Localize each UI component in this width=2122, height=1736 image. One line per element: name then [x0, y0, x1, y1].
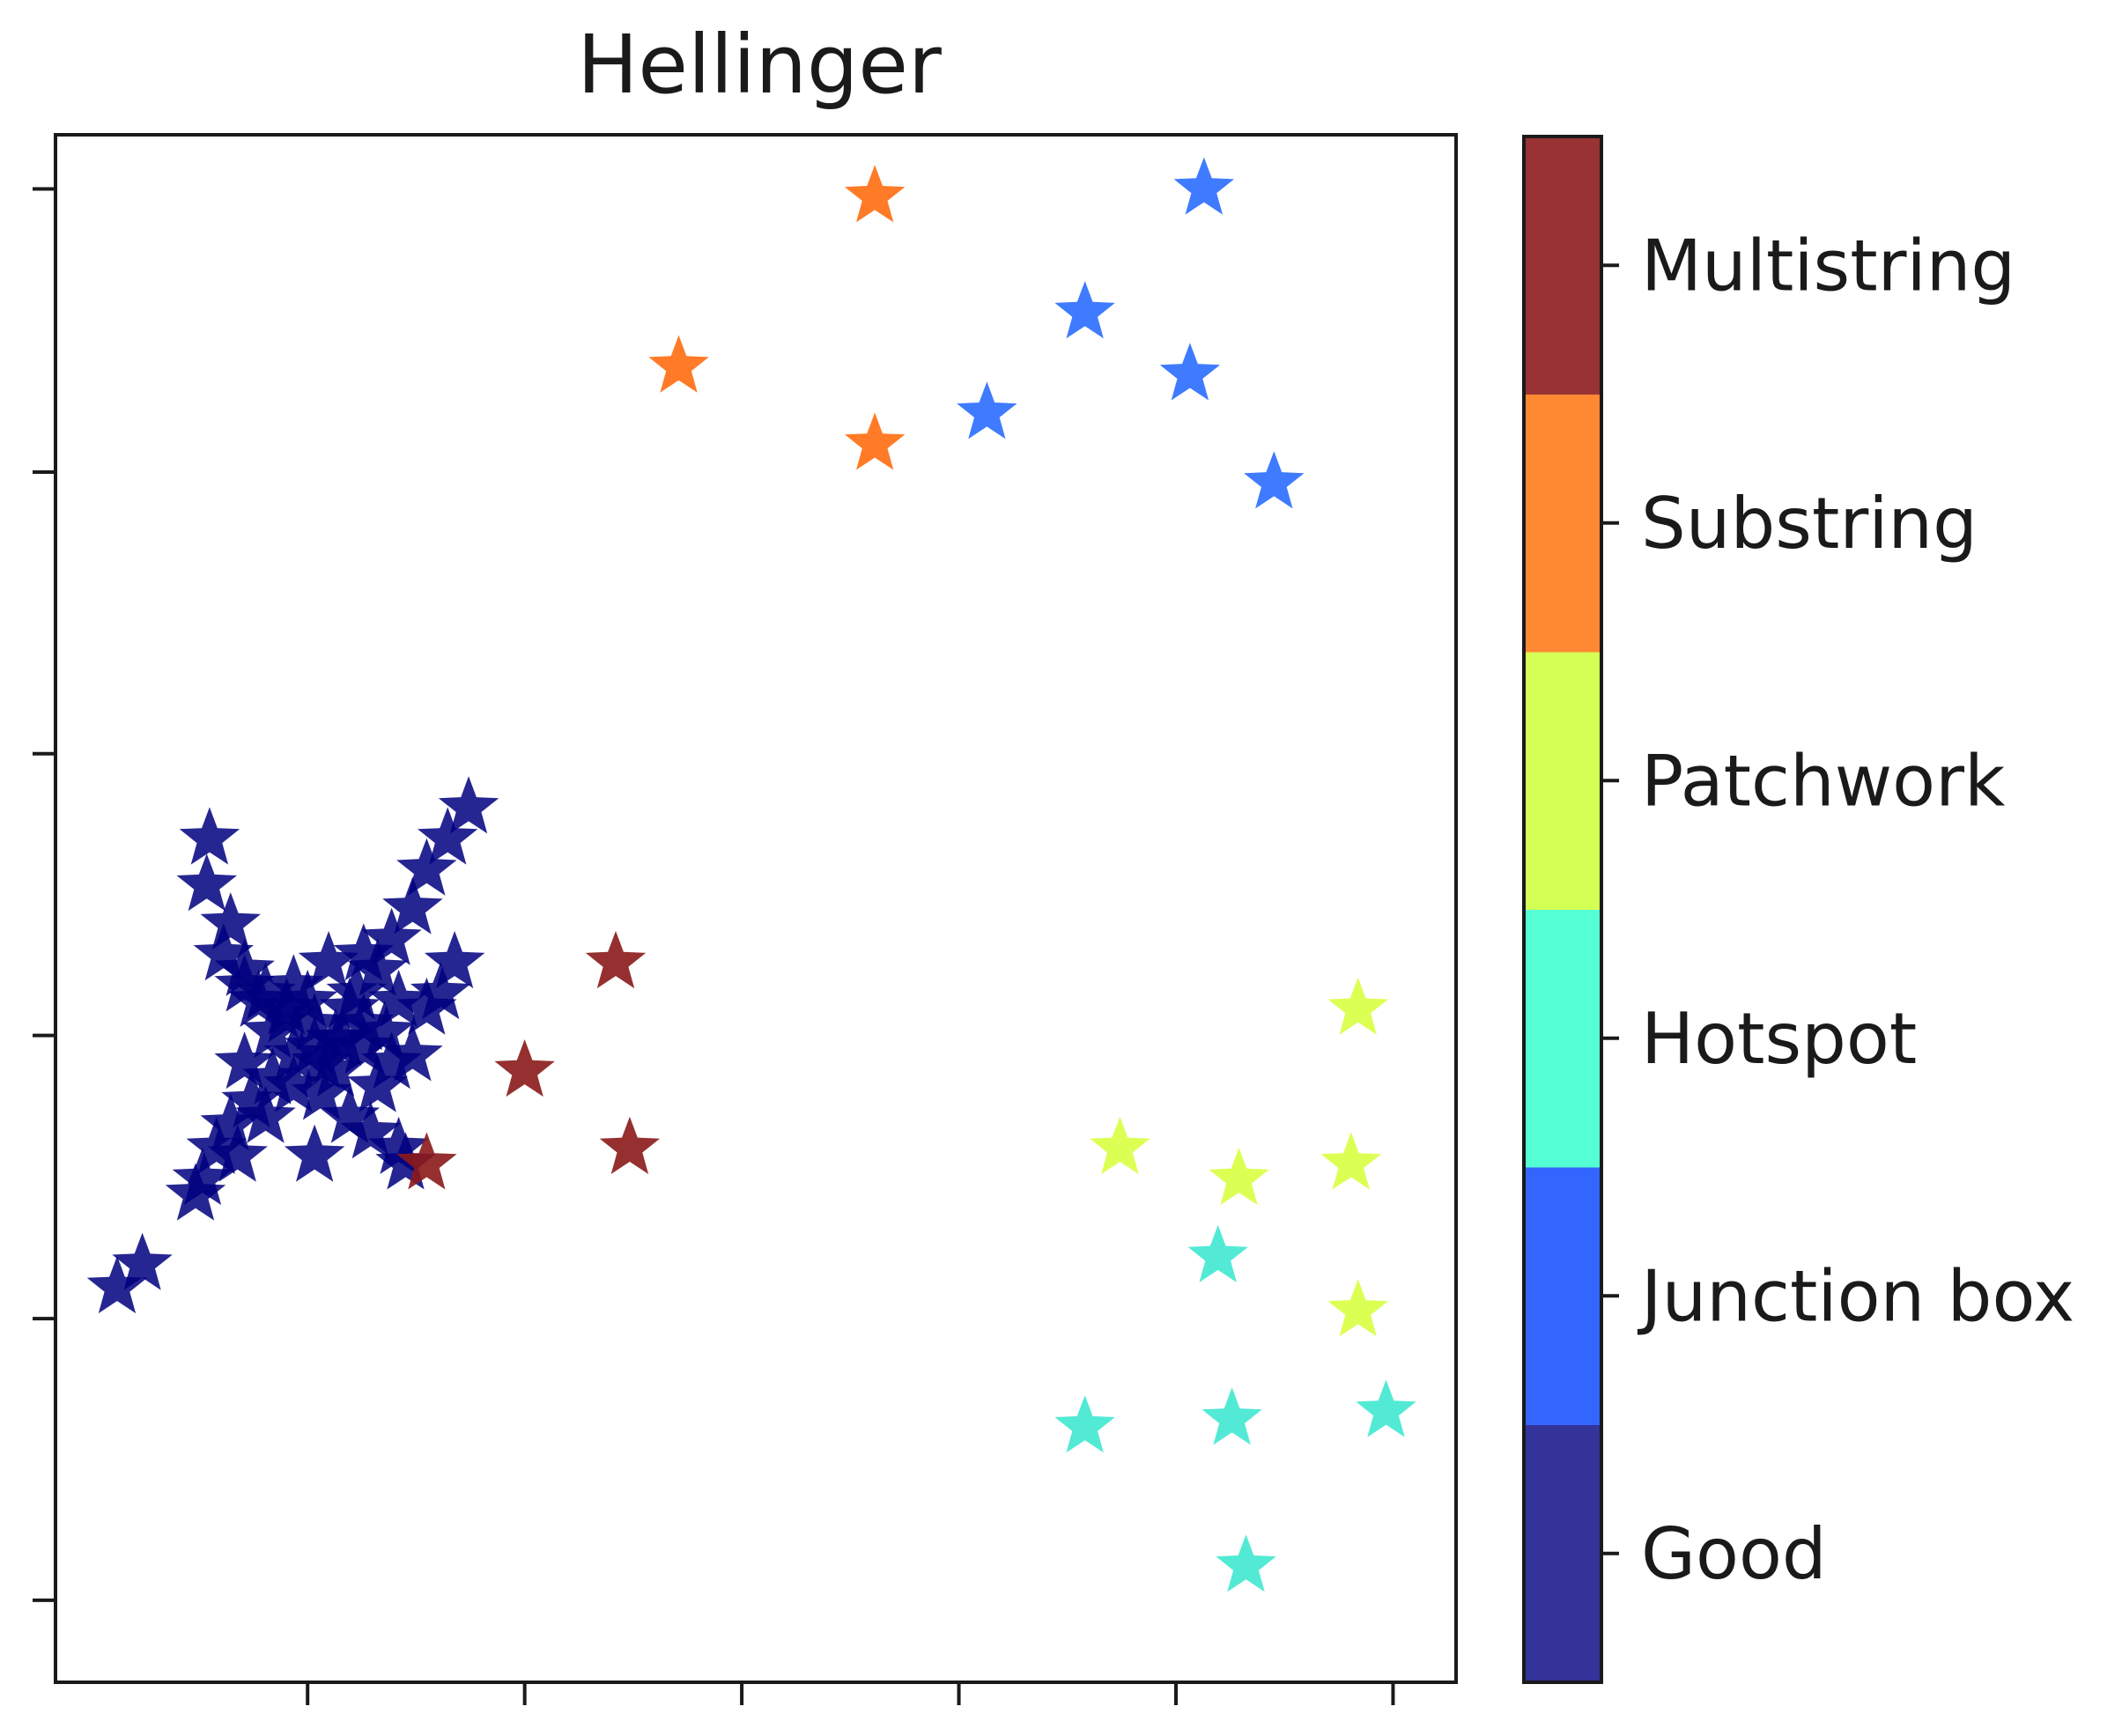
data-point-good	[200, 892, 261, 950]
data-point-substring	[844, 412, 906, 470]
points-layer	[86, 157, 1416, 1592]
data-point-junction-box	[957, 381, 1017, 440]
data-point-good	[284, 1016, 345, 1074]
data-point-good	[319, 977, 381, 1035]
colorbar-segment	[1524, 1167, 1601, 1425]
data-point-multistring	[494, 1039, 555, 1097]
data-point-hotspot	[1201, 1387, 1262, 1445]
data-point-good	[333, 1016, 394, 1074]
data-point-good	[200, 1093, 261, 1151]
data-point-good	[424, 931, 485, 989]
data-point-good	[176, 853, 237, 912]
data-point-good	[368, 1116, 429, 1174]
data-point-patchwork	[1327, 977, 1388, 1035]
data-point-multistring	[599, 1116, 661, 1174]
data-point-hotspot	[1187, 1224, 1248, 1282]
data-point-good	[340, 1101, 401, 1159]
data-point-good	[305, 1039, 366, 1097]
colorbar-segment	[1524, 1424, 1601, 1683]
data-point-patchwork	[1090, 1116, 1150, 1174]
data-point-good	[382, 1023, 443, 1082]
data-point-good	[86, 1256, 148, 1314]
data-point-good	[298, 931, 359, 989]
data-point-good	[277, 969, 338, 1027]
data-point-good	[284, 1124, 345, 1182]
colorbar-segment	[1524, 137, 1601, 395]
colorbar-label: Multistring	[1641, 225, 2015, 307]
data-point-good	[291, 1031, 352, 1090]
data-point-good	[172, 1148, 233, 1206]
data-point-multistring	[396, 1132, 457, 1190]
data-point-good	[418, 807, 478, 865]
data-point-good	[235, 1085, 296, 1143]
colorbar-segment	[1524, 909, 1601, 1168]
colorbar: Good Junction box Hotspot Patchwork Substrin…	[1522, 135, 2074, 1684]
data-point-junction-box	[1054, 281, 1115, 339]
data-point-good	[368, 969, 429, 1027]
chart-title: Hellinger	[577, 18, 942, 112]
colorbar-label: Patchwork	[1641, 740, 2006, 822]
data-point-good	[396, 838, 457, 896]
data-point-hotspot	[1216, 1534, 1276, 1592]
data-point-good	[165, 1163, 226, 1221]
data-point-good	[228, 969, 289, 1027]
colorbar-label: Substring	[1641, 483, 1978, 565]
data-point-good	[214, 954, 275, 1012]
colorbar-label: Hotspot	[1641, 998, 1917, 1080]
colorbar-label: Junction box	[1637, 1255, 2074, 1337]
data-point-substring	[648, 335, 709, 393]
data-point-hotspot	[1356, 1379, 1416, 1437]
data-point-good	[214, 1031, 275, 1090]
data-point-good	[263, 954, 324, 1012]
data-point-good	[333, 993, 394, 1051]
data-point-good	[333, 923, 394, 981]
data-point-good	[263, 1023, 324, 1082]
data-point-junction-box	[1159, 343, 1221, 401]
data-point-multistring	[585, 931, 647, 989]
data-point-good	[438, 776, 499, 834]
data-point-good	[312, 1008, 373, 1066]
data-point-junction-box	[1173, 157, 1234, 215]
data-point-good	[179, 807, 240, 865]
data-point-good	[347, 1054, 408, 1112]
colorbar-segment	[1524, 652, 1601, 910]
data-point-good	[193, 923, 254, 981]
data-point-substring	[844, 165, 906, 223]
data-point-good	[242, 1046, 303, 1104]
data-point-good	[326, 962, 388, 1020]
data-point-good	[354, 1001, 415, 1059]
data-point-good	[221, 1070, 282, 1128]
data-point-good	[207, 1124, 268, 1182]
data-point-good	[361, 1031, 422, 1090]
data-point-good	[263, 1054, 324, 1112]
data-point-patchwork	[1327, 1279, 1388, 1337]
plot-frame	[54, 133, 1458, 1684]
data-point-good	[256, 985, 317, 1043]
data-point-patchwork	[1209, 1148, 1269, 1206]
data-point-junction-box	[1244, 451, 1305, 509]
data-point-good	[112, 1232, 173, 1290]
colorbar-frame	[1522, 135, 1603, 1684]
data-point-good	[361, 907, 422, 965]
y-axis-ticks	[33, 187, 55, 1602]
colorbar-segment	[1524, 394, 1601, 653]
colorbar-label: Good	[1641, 1513, 1827, 1595]
data-point-hotspot	[1054, 1395, 1115, 1453]
data-point-good	[382, 876, 443, 934]
data-point-good	[410, 962, 471, 1020]
data-point-patchwork	[1320, 1132, 1381, 1190]
data-point-good	[319, 1085, 381, 1143]
x-axis-ticks	[306, 1682, 1395, 1705]
